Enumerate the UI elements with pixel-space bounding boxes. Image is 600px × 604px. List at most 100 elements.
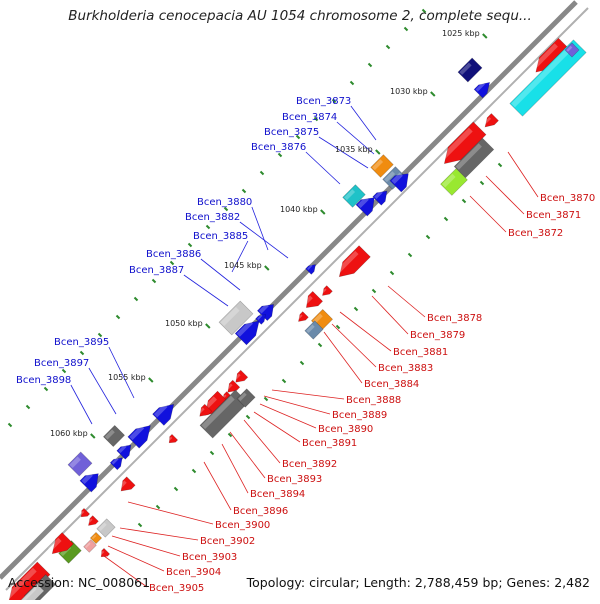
reverse-gene-label[interactable]: Bcen_3903 [182,552,237,563]
gene-feature[interactable] [47,532,74,560]
gene-feature[interactable] [320,285,333,299]
kbp-label: 1055 kbp [108,373,146,382]
gene-feature[interactable] [440,168,468,196]
reverse-gene-label[interactable]: Bcen_3891 [302,438,357,449]
forward-gene-label[interactable]: Bcen_3887 [129,265,184,276]
gene-feature[interactable] [83,539,97,553]
forward-gene-label[interactable]: Bcen_3873 [296,96,351,107]
gene-feature[interactable] [438,121,487,170]
gene-feature[interactable] [355,192,380,217]
reverse-gene-label[interactable]: Bcen_3900 [215,520,270,531]
kbp-tick [90,433,96,439]
gene-feature[interactable] [232,369,249,386]
gene-feature[interactable] [234,315,265,346]
forward-gene-label[interactable]: Bcen_3886 [146,249,201,260]
reverse-gene-label[interactable]: Bcen_3904 [166,567,221,578]
leader-line [239,221,289,259]
gene-feature[interactable] [152,399,180,426]
gene-feature[interactable] [67,451,93,477]
forward-gene-label[interactable]: Bcen_3874 [282,112,337,123]
forward-gene-label[interactable]: Bcen_3880 [197,197,252,208]
gene-feature[interactable] [389,168,414,193]
gene-feature[interactable] [79,468,104,493]
reverse-gene-label[interactable]: Bcen_3884 [364,379,419,390]
reverse-gene-label[interactable]: Bcen_3871 [526,210,581,221]
leader-line [108,346,135,399]
gene-feature[interactable] [117,476,136,495]
gene-feature[interactable] [342,184,366,208]
gene-feature[interactable] [116,441,135,460]
reverse-gene-label[interactable]: Bcen_3893 [267,474,322,485]
leader-line [253,411,301,443]
backbone-line-inner [5,7,589,591]
gene-feature[interactable] [236,388,256,408]
forward-gene-label[interactable]: Bcen_3895 [54,337,109,348]
forward-gene-label[interactable]: Bcen_3882 [185,212,240,223]
gene-feature[interactable] [372,187,391,206]
gene-feature[interactable] [89,531,103,545]
gene-feature[interactable] [102,424,126,448]
tick-mark [169,260,175,266]
reverse-gene-label[interactable]: Bcen_3890 [318,424,373,435]
reverse-gene-label[interactable]: Bcen_3870 [540,193,595,204]
gene-feature[interactable] [482,113,499,131]
tick-mark [331,98,337,104]
tick-mark [349,80,355,86]
forward-gene-label[interactable]: Bcen_3885 [193,231,248,242]
gene-feature[interactable] [166,433,179,445]
reverse-gene-label[interactable]: Bcen_3879 [410,330,465,341]
reverse-gene-label[interactable]: Bcen_3872 [508,228,563,239]
gene-feature[interactable] [96,518,116,538]
kbp-label: 1050 kbp [165,319,203,328]
tick-mark [407,252,413,258]
reverse-gene-label[interactable]: Bcen_3889 [332,410,387,421]
label-leader-lines [70,105,539,588]
gene-feature[interactable] [301,290,324,312]
forward-gene-label[interactable]: Bcen_3898 [16,375,71,386]
gene-feature[interactable] [127,420,156,449]
reverse-gene-label[interactable]: Bcen_3888 [346,395,401,406]
kbp-tick [375,149,381,155]
tick-mark [245,414,251,420]
leader-line [243,419,281,464]
tick-mark [227,432,233,438]
tick-mark [335,324,341,330]
reverse-gene-label[interactable]: Bcen_3883 [378,363,433,374]
gene-feature[interactable] [86,515,99,529]
reverse-gene-label[interactable]: Bcen_3881 [393,347,448,358]
gene-feature[interactable] [296,311,309,325]
gene-feature[interactable] [304,320,324,340]
reverse-gene-label[interactable]: Bcen_3902 [200,536,255,547]
reverse-gene-label[interactable]: Bcen_3894 [250,489,305,500]
gene-feature[interactable] [334,245,371,283]
tick-mark [115,314,121,320]
gene-feature[interactable] [370,154,394,178]
forward-gene-label[interactable]: Bcen_3875 [264,127,319,138]
gene-labels: Bcen_3873 Bcen_3874 Bcen_3875 Bcen_3876 Bcen… [16,96,595,594]
leader-line [271,389,345,400]
forward-gene-label[interactable]: Bcen_3876 [251,142,306,153]
kbp-label: 1060 kbp [50,429,88,438]
gene-feature[interactable] [564,42,580,58]
gene-feature[interactable] [457,57,483,83]
gene-feature[interactable] [98,547,111,559]
gene-feature[interactable] [509,39,587,117]
gene-feature[interactable] [224,379,241,396]
tick-mark [187,242,193,248]
reverse-gene-label[interactable]: Bcen_3878 [427,313,482,324]
gene-feature[interactable] [255,312,269,325]
gene-feature[interactable] [473,78,494,99]
gene-feature[interactable] [109,454,126,471]
reverse-gene-label[interactable]: Bcen_3905 [149,583,204,594]
gene-feature[interactable] [196,403,213,420]
gene-feature[interactable] [305,262,319,275]
tick-mark [421,8,427,14]
tick-mark [209,450,215,456]
reverse-gene-label[interactable]: Bcen_3896 [233,506,288,517]
gene-feature[interactable] [78,507,91,519]
gene-feature[interactable] [453,137,495,179]
reverse-gene-label[interactable]: Bcen_3892 [282,459,337,470]
gene-feature[interactable] [218,300,254,336]
gene-feature[interactable] [256,299,278,322]
forward-gene-label[interactable]: Bcen_3897 [34,358,89,369]
